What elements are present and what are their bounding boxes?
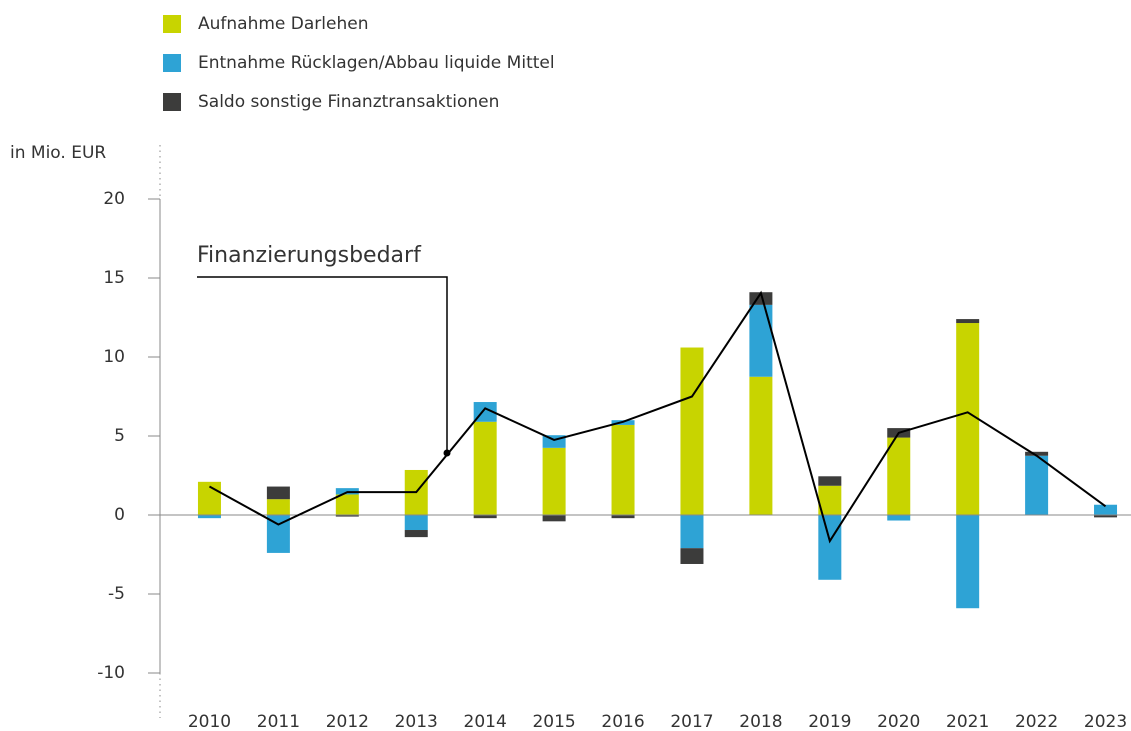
- bar-segment: [887, 515, 911, 521]
- bar-segment: [680, 347, 704, 515]
- y-tick-label: 10: [103, 347, 125, 367]
- legend-swatch: [163, 54, 181, 72]
- y-tick-label: -10: [97, 663, 125, 683]
- bar-segment: [266, 486, 290, 500]
- bar-segment: [818, 485, 842, 515]
- x-tick-label: 2015: [532, 712, 575, 731]
- bar-segment: [956, 319, 980, 324]
- x-tick-label: 2019: [808, 712, 851, 731]
- x-tick-label: 2020: [877, 712, 920, 731]
- line-series: [208, 290, 1107, 544]
- bar-segment: [611, 515, 635, 519]
- bar-segment: [473, 421, 497, 515]
- bar-segment: [335, 494, 359, 515]
- y-tick-label: 20: [103, 189, 125, 209]
- x-tick-label: 2011: [257, 712, 300, 731]
- x-tick-label: 2022: [1015, 712, 1058, 731]
- x-tick-label: 2014: [464, 712, 507, 731]
- bar-segment: [197, 515, 221, 519]
- bar-segment: [680, 548, 704, 564]
- bar-segment: [1025, 451, 1049, 456]
- bar-segment: [680, 515, 704, 549]
- annotation-leader: [197, 276, 448, 453]
- bar-segment: [473, 515, 497, 519]
- bar-segment: [1094, 504, 1118, 515]
- bar-segment: [266, 515, 290, 553]
- x-tick-label: 2013: [395, 712, 438, 731]
- y-axis-label: in Mio. EUR: [10, 143, 106, 163]
- x-tick-label: 2023: [1084, 712, 1127, 731]
- y-tick-label: 15: [103, 268, 125, 288]
- bar-segment: [611, 424, 635, 515]
- bar-segment: [818, 476, 842, 486]
- x-tick-label: 2017: [670, 712, 713, 731]
- legend-label: Aufnahme Darlehen: [198, 14, 368, 34]
- x-tick-label: 2016: [601, 712, 644, 731]
- annotation: Finanzierungsbedarf: [197, 243, 422, 268]
- bar-segment: [956, 515, 980, 609]
- bar-segment: [404, 530, 428, 538]
- y-tick-label: 0: [114, 505, 125, 525]
- bar-segment: [404, 515, 428, 531]
- bar-segment: [887, 437, 911, 515]
- bar-segment: [542, 515, 566, 522]
- bar-segment: [818, 515, 842, 580]
- bar-segment: [542, 447, 566, 515]
- y-tick-label: -5: [108, 584, 125, 604]
- x-tick-label: 2012: [326, 712, 369, 731]
- bar-segment: [749, 304, 773, 377]
- legend-label: Saldo sonstige Finanztransaktionen: [198, 92, 499, 112]
- x-tick-label: 2018: [739, 712, 782, 731]
- bar-segment: [956, 323, 980, 515]
- legend-label: Entnahme Rücklagen/Abbau liquide Mittel: [198, 53, 555, 73]
- y-tick-label: 5: [114, 426, 125, 446]
- bar-segment: [266, 499, 290, 515]
- x-tick-label: 2010: [188, 712, 231, 731]
- x-tick-label: 2021: [946, 712, 989, 731]
- bar-segment: [335, 515, 359, 517]
- bar-segment: [1094, 515, 1118, 518]
- bar-segment: [749, 376, 773, 515]
- legend-swatch: [163, 93, 181, 111]
- legend-swatch: [163, 15, 181, 33]
- bar-segment: [1025, 455, 1049, 515]
